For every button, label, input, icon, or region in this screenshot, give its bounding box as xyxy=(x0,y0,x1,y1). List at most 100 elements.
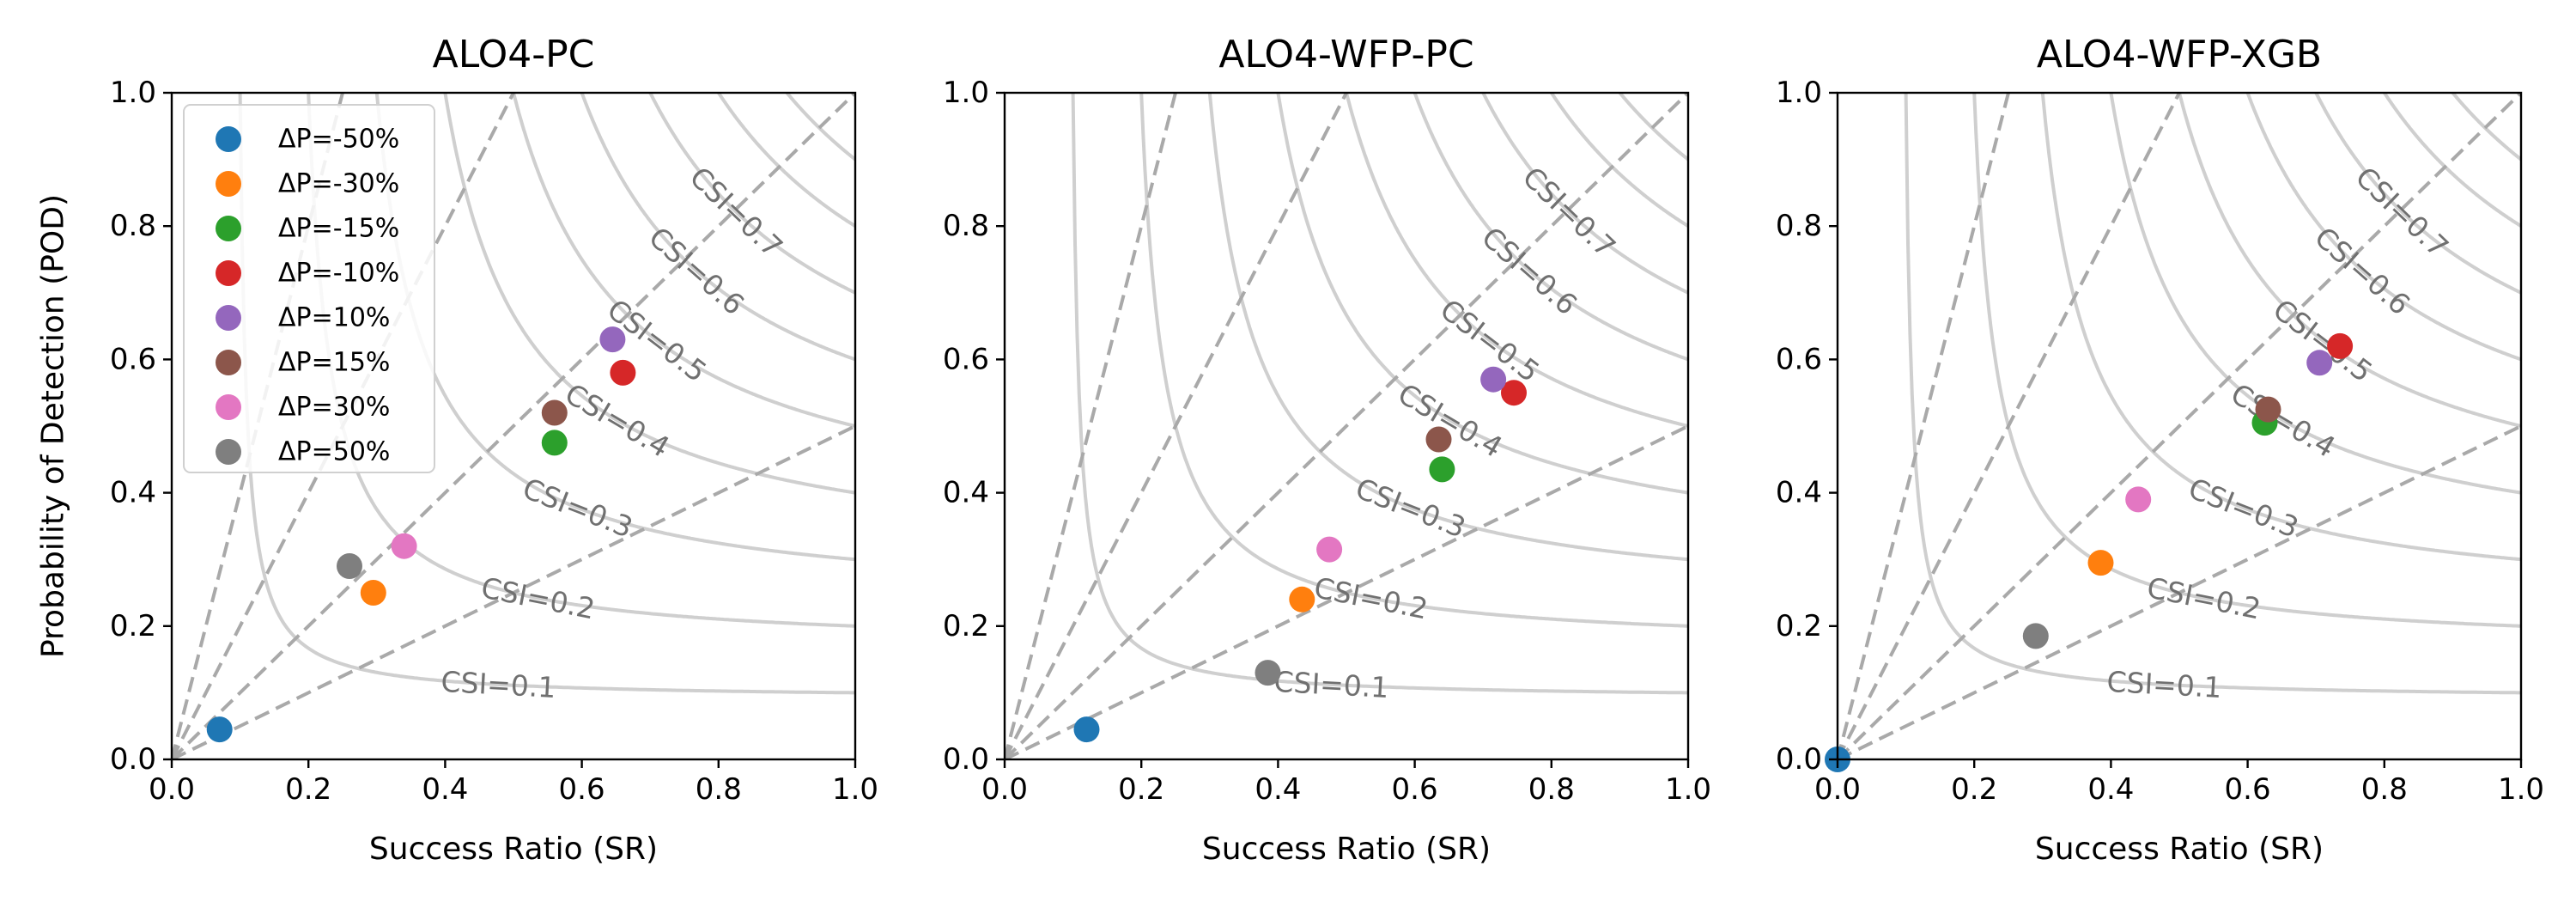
x-tick-label-1: 0.2 xyxy=(285,772,331,807)
plot-area: CSI=0.1CSI=0.2CSI=0.3CSI=0.4CSI=0.5CSI=0… xyxy=(1838,93,2521,759)
legend: ΔP=-50% ΔP=-30% ΔP=-15% ΔP=-10% ΔP=10% ΔP=15%… xyxy=(183,104,435,473)
x-tick-label-4: 0.8 xyxy=(696,772,742,807)
point-6 xyxy=(2125,486,2152,513)
plot-area: CSI=0.1CSI=0.2CSI=0.3CSI=0.4CSI=0.5CSI=0… xyxy=(1005,93,1688,759)
legend-marker-2 xyxy=(216,216,241,241)
legend-marker-7 xyxy=(216,439,241,465)
bias-line-0 xyxy=(1005,424,1688,759)
y-tick-label-1: 0.2 xyxy=(110,609,156,643)
point-2 xyxy=(1429,456,1455,483)
bias-line-3 xyxy=(1838,93,2011,759)
point-6 xyxy=(391,533,417,559)
csi-contour-5 xyxy=(580,93,855,362)
panel-title: ALO4-WFP-XGB xyxy=(2037,33,2322,76)
point-1 xyxy=(2087,550,2114,576)
csi-label-0: CSI=0.1 xyxy=(1273,665,1390,704)
panel-1: CSI=0.1CSI=0.2CSI=0.3CSI=0.4CSI=0.5CSI=0… xyxy=(943,33,1711,867)
point-0 xyxy=(206,716,233,743)
csi-contour-1 xyxy=(1972,93,2521,628)
csi-contour-6 xyxy=(2314,93,2521,295)
csi-contour-0 xyxy=(1071,93,1688,695)
x-tick-label-0: 0.0 xyxy=(1814,772,1861,807)
csi-contour-2 xyxy=(2040,93,2521,562)
y-tick-label-4: 0.8 xyxy=(110,209,156,243)
csi-contour-7 xyxy=(1550,93,1688,228)
csi-contour-8 xyxy=(2451,93,2521,162)
legend-label-1: ΔP=-30% xyxy=(278,169,399,199)
legend-label-3: ΔP=-10% xyxy=(278,259,399,289)
bias-line-2 xyxy=(1838,93,2182,759)
csi-label-2: CSI=0.3 xyxy=(1351,472,1470,545)
csi-contour-3 xyxy=(443,93,855,495)
panels-root: CSI=0.1CSI=0.2CSI=0.3CSI=0.4CSI=0.5CSI=0… xyxy=(36,33,2545,867)
x-tick-label-4: 0.8 xyxy=(1528,772,1575,807)
y-tick-label-3: 0.6 xyxy=(110,342,156,376)
x-tick-label-0: 0.0 xyxy=(149,772,195,807)
y-tick-label-3: 0.6 xyxy=(943,342,989,376)
x-axis-label: Success Ratio (SR) xyxy=(1202,832,1491,867)
x-tick-label-3: 0.6 xyxy=(1392,772,1438,807)
y-tick-label-4: 0.8 xyxy=(1776,209,1822,243)
csi-contour-2 xyxy=(374,93,855,562)
y-tick-label-0: 0.0 xyxy=(110,742,156,777)
y-axis-label: Probability of Detection (POD) xyxy=(36,194,71,658)
x-tick-label-5: 1.0 xyxy=(2498,772,2544,807)
csi-contour-4 xyxy=(2178,93,2521,428)
legend-label-5: ΔP=15% xyxy=(278,348,390,378)
csi-label-1: CSI=0.2 xyxy=(1311,570,1431,625)
csi-contour-4 xyxy=(1345,93,1688,428)
csi-contour-3 xyxy=(2109,93,2521,495)
x-tick-label-1: 0.2 xyxy=(1951,772,1997,807)
point-3 xyxy=(610,359,636,386)
csi-contour-2 xyxy=(1207,93,1688,562)
csi-contour-8 xyxy=(785,93,855,162)
y-tick-label-3: 0.6 xyxy=(1776,342,1822,376)
csi-label-3: CSI=0.4 xyxy=(559,376,675,464)
csi-contour-7 xyxy=(2383,93,2521,228)
x-axis-label: Success Ratio (SR) xyxy=(369,832,658,867)
legend-marker-4 xyxy=(216,305,241,331)
legend-marker-5 xyxy=(216,350,241,375)
csi-contour-5 xyxy=(2245,93,2521,362)
csi-contour-5 xyxy=(1413,93,1688,362)
csi-label-5: CSI=0.6 xyxy=(1475,220,1583,321)
bias-line-1 xyxy=(1838,93,2521,759)
csi-contour-4 xyxy=(512,93,855,428)
csi-contour-0 xyxy=(238,93,855,695)
axes-frame xyxy=(170,91,857,761)
csi-contour-3 xyxy=(1276,93,1688,495)
legend-marker-1 xyxy=(216,171,241,197)
point-7 xyxy=(337,553,362,579)
point-5 xyxy=(2255,396,2281,423)
csi-label-6: CSI=0.7 xyxy=(1516,160,1622,264)
csi-label-5: CSI=0.6 xyxy=(2308,220,2416,321)
legend-label-6: ΔP=30% xyxy=(278,393,390,423)
y-tick-label-1: 0.2 xyxy=(943,609,989,643)
panel-0: CSI=0.1CSI=0.2CSI=0.3CSI=0.4CSI=0.5CSI=0… xyxy=(36,33,879,867)
csi-label-1: CSI=0.2 xyxy=(478,570,598,625)
panel-title: ALO4-WFP-PC xyxy=(1218,33,1473,76)
y-tick-label-1: 0.2 xyxy=(1776,609,1822,643)
x-tick-label-1: 0.2 xyxy=(1118,772,1164,807)
legend-label-7: ΔP=50% xyxy=(278,437,390,467)
legend-box xyxy=(183,104,435,473)
csi-label-2: CSI=0.3 xyxy=(2184,472,2303,545)
csi-contour-8 xyxy=(1618,93,1688,162)
legend-label-4: ΔP=10% xyxy=(278,303,390,333)
point-6 xyxy=(1316,536,1343,563)
y-tick-label-0: 0.0 xyxy=(943,742,989,777)
csi-contour-1 xyxy=(1139,93,1688,628)
csi-label-6: CSI=0.7 xyxy=(683,160,789,264)
legend-marker-3 xyxy=(216,260,241,286)
csi-label-3: CSI=0.4 xyxy=(2225,376,2341,464)
axes-frame xyxy=(1836,91,2523,761)
point-3 xyxy=(1501,380,1527,406)
csi-contour-6 xyxy=(1481,93,1688,295)
bias-line-0 xyxy=(172,424,855,759)
x-tick-label-4: 0.8 xyxy=(2361,772,2408,807)
point-4 xyxy=(599,326,626,353)
y-tick-label-2: 0.4 xyxy=(110,476,156,510)
x-tick-label-2: 0.4 xyxy=(422,772,468,807)
csi-label-2: CSI=0.3 xyxy=(518,472,637,545)
